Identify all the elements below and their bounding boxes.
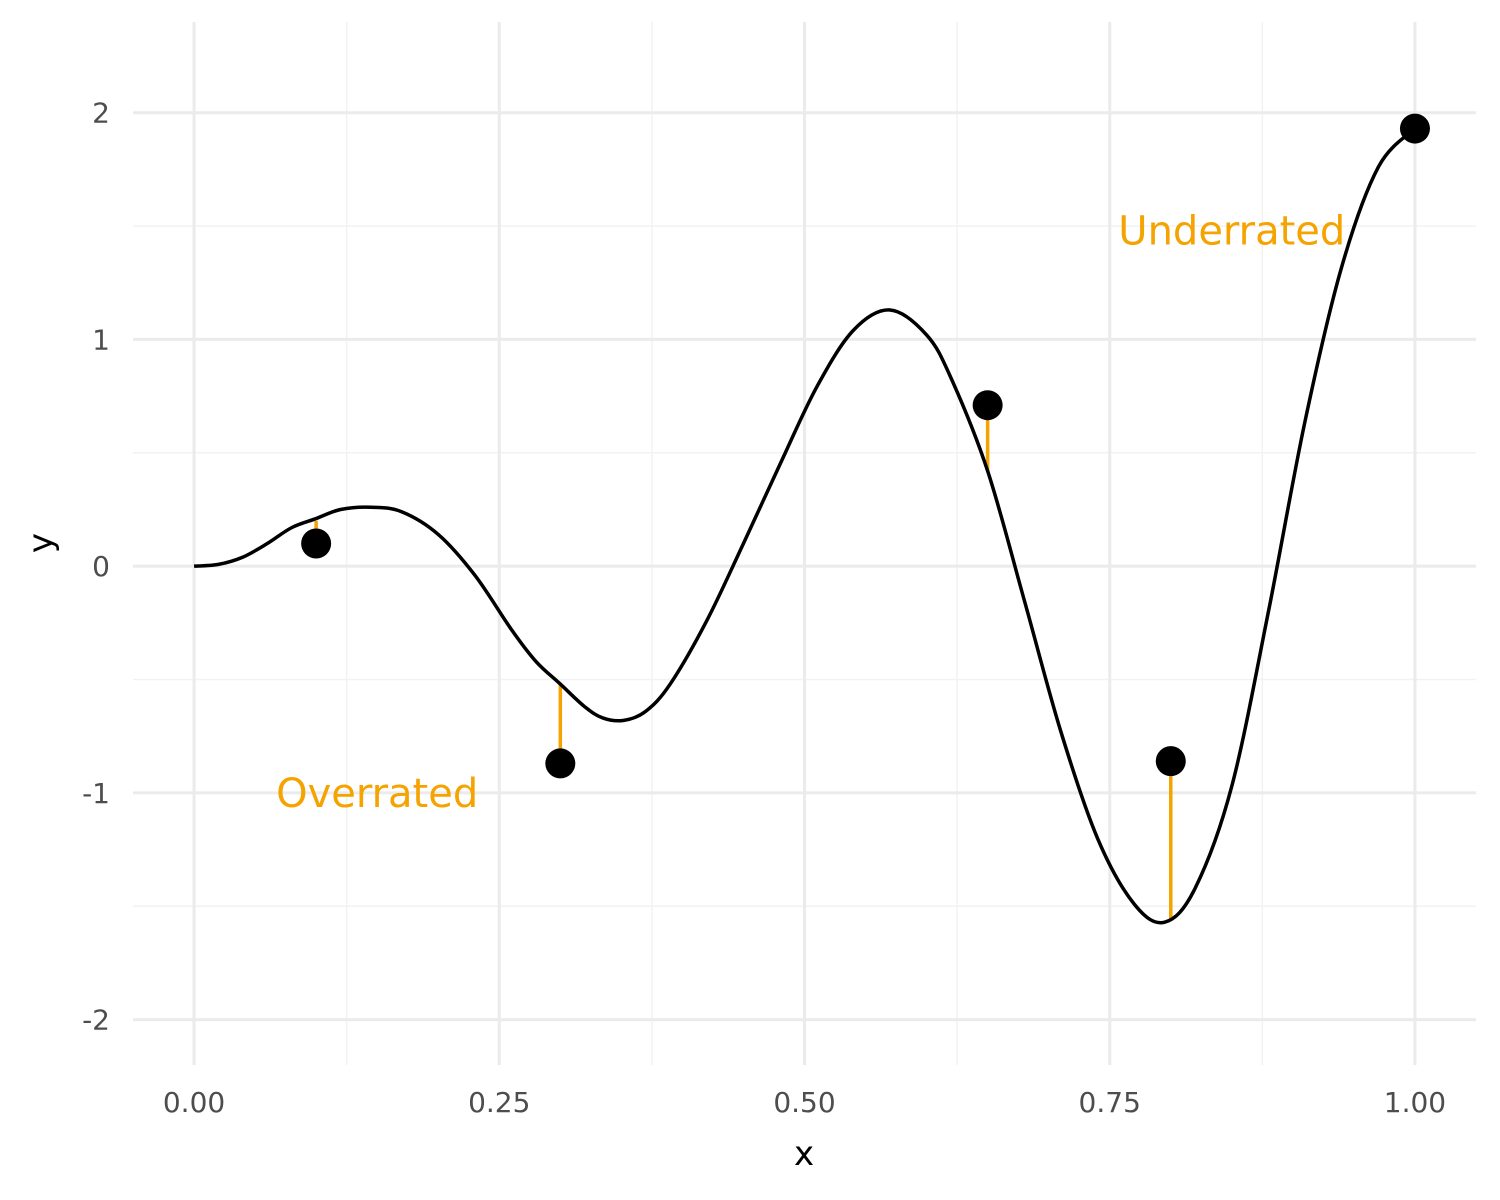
y-tick-label: 1	[92, 323, 110, 356]
x-tick-label: 0.25	[468, 1086, 530, 1119]
x-axis-tick-labels: 0.00 0.25 0.50 0.75 1.00	[163, 1086, 1446, 1119]
annotation-label: Underrated	[1118, 209, 1345, 255]
data-point	[545, 748, 575, 778]
data-point	[1400, 114, 1430, 144]
annotations: Underrated Overrated	[276, 209, 1345, 817]
annotation-label: Overrated	[276, 771, 478, 817]
data-point	[301, 529, 331, 559]
data-point	[1156, 746, 1186, 776]
x-tick-label: 1.00	[1384, 1086, 1446, 1119]
y-axis-title: y	[21, 533, 61, 553]
data-point	[973, 390, 1003, 420]
y-tick-label: -1	[82, 777, 110, 810]
x-axis-title: x	[794, 1134, 814, 1174]
x-tick-label: 0.75	[1079, 1086, 1141, 1119]
y-tick-label: -2	[82, 1004, 110, 1037]
major-grid	[133, 22, 1476, 1065]
y-axis-tick-labels: -2 -1 0 1 2	[82, 97, 110, 1037]
x-tick-label: 0.50	[773, 1086, 835, 1119]
x-tick-label: 0.00	[163, 1086, 225, 1119]
y-tick-label: 2	[92, 97, 110, 130]
y-tick-label: 0	[92, 550, 110, 583]
